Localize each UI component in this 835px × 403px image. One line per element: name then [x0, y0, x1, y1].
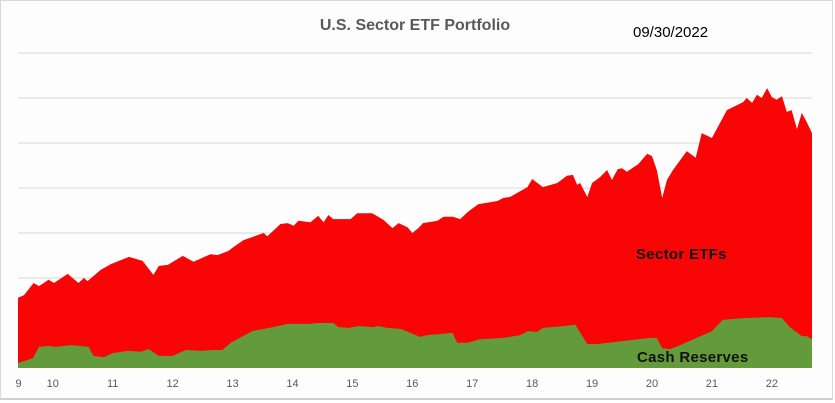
x-tick-label: 16 — [406, 378, 418, 390]
area-sector-etfs — [18, 88, 812, 368]
annotation-cash-reserves: Cash Reserves — [637, 349, 748, 366]
x-tick-label: 17 — [466, 378, 478, 390]
x-tick-label: 20 — [646, 378, 658, 390]
areas — [18, 88, 812, 368]
x-tick-label: 22 — [766, 378, 778, 390]
x-tick-label: 13 — [226, 378, 238, 390]
x-tick-label: 12 — [166, 378, 178, 390]
x-axis-ticks: 9 10 11 12 13 14 15 16 17 18 19 20 21 22 — [16, 378, 778, 390]
x-tick-label: 9 — [16, 378, 22, 390]
area-cash-reserves — [18, 317, 812, 368]
x-tick-label: 15 — [346, 378, 358, 390]
annotation-sector-etfs: Sector ETFs — [636, 246, 727, 263]
x-tick-label: 14 — [286, 378, 298, 390]
x-tick-label: 21 — [706, 378, 718, 390]
x-tick-label: 19 — [586, 378, 598, 390]
chart-title: U.S. Sector ETF Portfolio — [320, 17, 510, 34]
x-tick-label: 10 — [47, 378, 59, 390]
date-label: 09/30/2022 — [633, 24, 708, 41]
x-tick-label: 18 — [526, 378, 538, 390]
x-tick-label: 11 — [107, 378, 118, 390]
